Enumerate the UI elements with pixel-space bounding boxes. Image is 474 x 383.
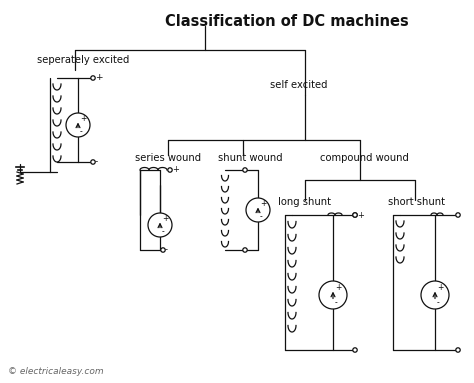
Circle shape: [148, 213, 172, 237]
Circle shape: [353, 348, 357, 352]
Text: +: +: [172, 165, 179, 175]
Text: +: +: [260, 199, 266, 208]
Circle shape: [353, 213, 357, 217]
Text: -: -: [95, 157, 98, 167]
Circle shape: [353, 213, 357, 217]
Text: -: -: [80, 127, 83, 136]
Circle shape: [456, 213, 460, 217]
Text: self excited: self excited: [270, 80, 328, 90]
Text: -: -: [437, 298, 440, 307]
Circle shape: [243, 248, 247, 252]
Text: +: +: [335, 283, 341, 292]
Text: short shunt: short shunt: [388, 197, 445, 207]
Text: +: +: [162, 214, 168, 223]
Circle shape: [66, 113, 90, 137]
Circle shape: [243, 168, 247, 172]
Text: -: -: [162, 227, 165, 236]
Text: shunt wound: shunt wound: [218, 153, 283, 163]
Circle shape: [161, 248, 165, 252]
Text: -: -: [165, 246, 168, 254]
Circle shape: [168, 168, 172, 172]
Circle shape: [456, 348, 460, 352]
Text: +: +: [357, 211, 364, 219]
Text: +: +: [95, 74, 102, 82]
Text: +: +: [80, 114, 86, 123]
Circle shape: [91, 160, 95, 164]
Text: +: +: [437, 283, 443, 292]
Text: -: -: [335, 298, 338, 307]
Text: long shunt: long shunt: [278, 197, 331, 207]
Text: Classification of DC machines: Classification of DC machines: [165, 14, 409, 29]
Text: compound wound: compound wound: [320, 153, 409, 163]
Circle shape: [246, 198, 270, 222]
Text: seperately excited: seperately excited: [37, 55, 129, 65]
Circle shape: [421, 281, 449, 309]
Text: © electricaleasy.com: © electricaleasy.com: [8, 368, 104, 376]
Text: series wound: series wound: [135, 153, 201, 163]
Circle shape: [91, 76, 95, 80]
Circle shape: [319, 281, 347, 309]
Text: -: -: [260, 212, 263, 221]
